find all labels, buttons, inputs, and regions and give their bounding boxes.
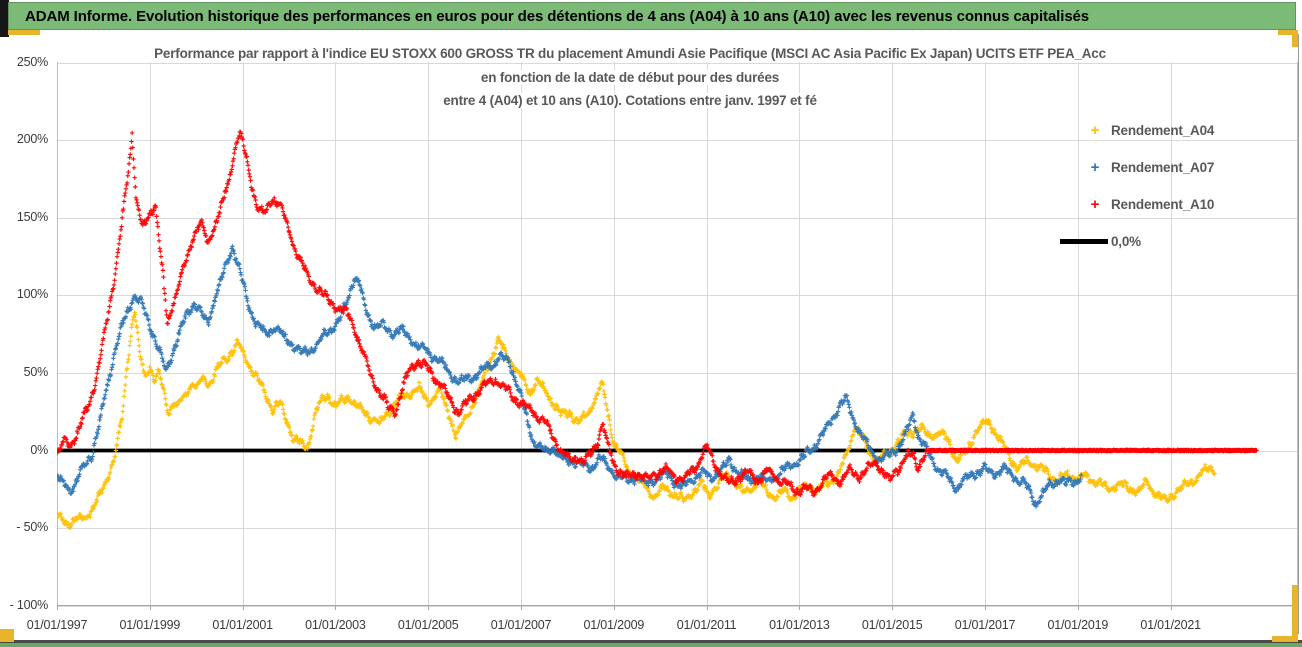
window-title-bar: ADAM Informe. Evolution historique des p… [8, 2, 1296, 30]
y-axis-label: 250% [16, 54, 48, 69]
x-axis-label: 01/01/2003 [305, 618, 366, 632]
x-axis-label: 01/01/2013 [769, 618, 830, 632]
plus-marker-icon: + [1090, 158, 1100, 176]
zero-line-icon [1060, 239, 1108, 244]
y-axis-label: 100% [16, 287, 48, 302]
window-corner-black [0, 0, 9, 37]
legend-label-a07: Rendement_A07 [1111, 160, 1215, 175]
x-axis-label: 01/01/2021 [1140, 618, 1201, 632]
window-title: ADAM Informe. Evolution historique des p… [25, 7, 1090, 25]
accent-bracket-bottom-right [1272, 636, 1298, 642]
x-axis-label: 01/01/2019 [1047, 618, 1109, 632]
x-axis-label: 01/01/2001 [212, 618, 273, 632]
window-bottom-strip [0, 643, 1302, 647]
accent-bracket-bottom-left [0, 629, 14, 642]
x-axis-label: 01/01/2009 [583, 618, 645, 632]
legend-label-a10: Rendement_A10 [1111, 197, 1215, 212]
y-axis-label: 150% [16, 209, 48, 224]
plus-marker-icon: + [1090, 195, 1100, 213]
chart-title-line-2: en fonction de la date de début pour des… [0, 69, 1260, 87]
window-bottom-border [0, 640, 1302, 643]
x-axis-label: 01/01/2015 [861, 618, 923, 632]
x-axis-label: 01/01/2005 [397, 618, 459, 632]
window-right-border [1298, 34, 1299, 634]
x-axis-label: 01/01/2017 [954, 618, 1016, 632]
legend-label-a04: Rendement_A04 [1111, 123, 1215, 138]
y-axis-label: - 100% [9, 597, 49, 612]
legend-label-zero: 0,0% [1111, 234, 1141, 249]
x-axis-label: 01/01/2011 [676, 618, 737, 632]
plus-marker-icon: + [1090, 121, 1100, 139]
y-axis-label: 0% [30, 442, 48, 457]
legend-item-rendement-a04[interactable]: + Rendement_A04 [1060, 119, 1215, 142]
chart-legend: + Rendement_A04 + Rendement_A07 + Rendem… [1060, 119, 1214, 253]
chart-title-line-3: entre 4 (A04) et 10 ans (A10). Cotations… [0, 92, 1260, 110]
legend-item-rendement-a10[interactable]: + Rendement_A10 [1060, 193, 1215, 216]
accent-bracket-top-right-v [1292, 30, 1298, 47]
x-axis-label: 01/01/1999 [119, 618, 181, 632]
x-axis-label: 01/01/2007 [490, 618, 552, 632]
y-axis-label: 50% [23, 364, 49, 379]
y-axis-label: - 50% [16, 520, 48, 535]
x-axis-label: 01/01/1997 [26, 618, 88, 632]
y-axis-label: 200% [16, 132, 48, 147]
chart-title-line-1: Performance par rapport à l'indice EU ST… [0, 45, 1260, 63]
accent-bracket-bottom-right-v [1292, 585, 1298, 642]
accent-bracket-top-right [1278, 30, 1298, 35]
legend-item-rendement-a07[interactable]: + Rendement_A07 [1060, 156, 1215, 179]
accent-bracket-top-left [8, 30, 40, 35]
legend-item-zero-line[interactable]: 0,0% [1060, 230, 1214, 253]
